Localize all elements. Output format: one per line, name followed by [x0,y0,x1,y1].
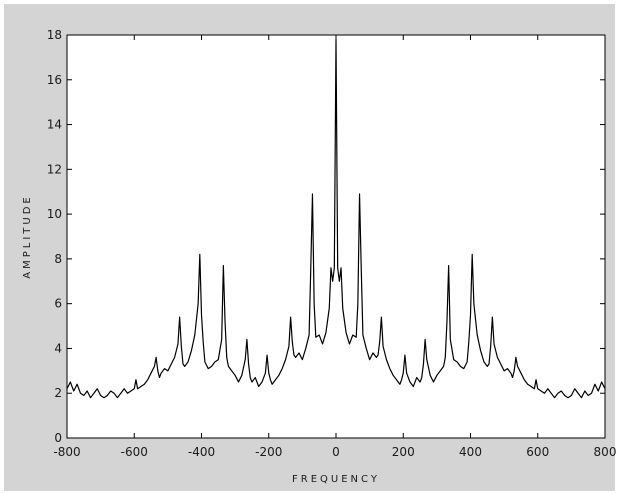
y-tick-label: 10 [47,207,62,221]
axis-tick-labels: -800 -600 -400 -200 0 200 400 600 800 0 2 4 6 8 10 12 14… [47,28,617,459]
x-tick-label: -800 [53,445,80,459]
x-tick-label: 200 [392,445,415,459]
y-tick-label: 4 [54,341,62,355]
x-tick-label: 800 [594,445,617,459]
y-axis-label: AMPLITUDE [22,194,33,278]
x-tick-label: -600 [121,445,148,459]
y-tick-label: 16 [47,73,62,87]
x-tick-label: -200 [255,445,282,459]
y-tick-label: 0 [54,431,62,445]
y-tick-label: 12 [47,162,62,176]
y-tick-label: 14 [47,118,62,132]
y-tick-label: 6 [54,297,62,311]
axis-ticks [66,34,606,439]
x-tick-label: 0 [332,445,340,459]
x-axis-label: FREQUENCY [292,474,380,485]
y-tick-label: 2 [54,386,62,400]
amplitude-series-line [66,38,606,399]
y-tick-label: 18 [47,28,62,42]
y-tick-label: 8 [54,252,62,266]
x-tick-label: 600 [526,445,549,459]
x-tick-label: -400 [188,445,215,459]
x-tick-label: 400 [459,445,482,459]
